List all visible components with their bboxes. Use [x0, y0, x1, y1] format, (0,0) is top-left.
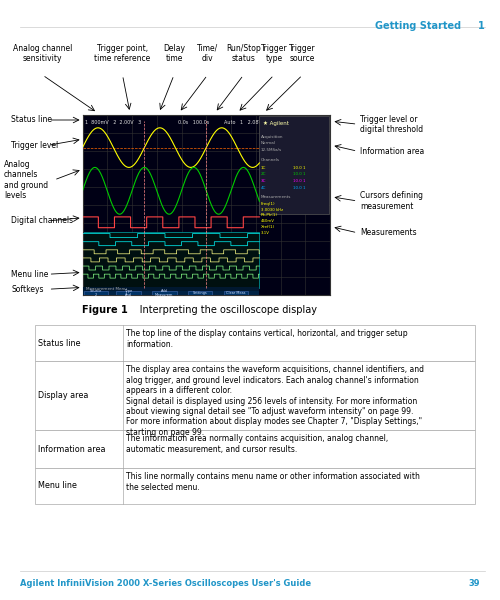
Text: Xref(1): Xref(1) — [260, 226, 275, 229]
Text: 1  800mV   2  2.00V   3: 1 800mV 2 2.00V 3 — [85, 120, 141, 125]
Text: Trigger level or
digital threshold: Trigger level or digital threshold — [360, 115, 423, 134]
Text: Channels: Channels — [260, 158, 280, 163]
Text: Type
And: Type And — [124, 289, 132, 297]
Text: Acquisition: Acquisition — [260, 135, 283, 139]
Text: 39: 39 — [468, 579, 480, 588]
Text: Digital channels: Digital channels — [11, 216, 73, 225]
Text: Interpreting the oscilloscope display: Interpreting the oscilloscope display — [124, 305, 317, 315]
Text: Trigger
type: Trigger type — [260, 44, 287, 63]
Text: Trigger
source: Trigger source — [289, 44, 316, 63]
Text: Clear Meas: Clear Meas — [226, 291, 246, 295]
Text: 3C: 3C — [260, 179, 266, 183]
Text: 3.1V: 3.1V — [260, 231, 270, 235]
Text: ★ Agilent: ★ Agilent — [263, 121, 289, 126]
Text: Auto   1   2.08V: Auto 1 2.08V — [224, 120, 262, 125]
Text: Delay
time: Delay time — [163, 44, 185, 63]
Text: Display area: Display area — [38, 391, 88, 400]
Bar — [152, 291, 176, 295]
Text: Menu line: Menu line — [11, 269, 49, 278]
Text: Run/Stop
status: Run/Stop status — [226, 44, 261, 63]
Text: Settings: Settings — [192, 291, 208, 295]
Text: Pk-Pk(1): Pk-Pk(1) — [260, 214, 278, 217]
Text: Analog
channels
and ground
levels: Analog channels and ground levels — [4, 160, 48, 200]
Text: 460mV: 460mV — [260, 220, 274, 223]
Text: Status line: Status line — [38, 338, 80, 347]
Text: 1C: 1C — [260, 166, 266, 170]
Text: Add
Measurem: Add Measurem — [155, 289, 174, 297]
Bar — [84, 291, 108, 295]
Text: 0.0s   100.0s: 0.0s 100.0s — [178, 120, 210, 125]
Text: Agilent InfiniiVision 2000 X-Series Oscilloscopes User's Guide: Agilent InfiniiVision 2000 X-Series Osci… — [20, 579, 311, 588]
Bar — [260, 116, 329, 214]
Text: Getting Started     1: Getting Started 1 — [375, 21, 485, 31]
Text: 12.5MSa/s: 12.5MSa/s — [260, 148, 282, 152]
Text: Measurement Menu: Measurement Menu — [86, 287, 127, 291]
Text: Cursors defining
measurement: Cursors defining measurement — [360, 191, 423, 211]
Text: Figure 1: Figure 1 — [82, 305, 128, 315]
Text: Measurements: Measurements — [360, 228, 416, 237]
Bar — [82, 287, 260, 290]
Bar — [35, 468, 475, 504]
Text: Normal: Normal — [260, 141, 276, 145]
Text: The display area contains the waveform acquisitions, channel identifiers, and
al: The display area contains the waveform a… — [126, 365, 424, 437]
Text: Time/
div: Time/ div — [197, 44, 218, 63]
Bar — [188, 291, 212, 295]
Bar — [35, 430, 475, 468]
Text: This line normally contains menu name or other information associated with
the s: This line normally contains menu name or… — [126, 472, 420, 491]
Text: 2C: 2C — [260, 172, 266, 176]
Text: The top line of the display contains vertical, horizontal, and trigger setup
inf: The top line of the display contains ver… — [126, 329, 408, 349]
Text: Status line: Status line — [11, 115, 52, 124]
Text: Trigger level: Trigger level — [11, 140, 58, 149]
Text: Information area: Information area — [360, 146, 424, 155]
Bar — [82, 290, 260, 295]
Text: Softkeys: Softkeys — [11, 284, 44, 293]
Text: 10.0 1: 10.0 1 — [293, 186, 306, 190]
Text: 10.0 1: 10.0 1 — [293, 166, 306, 170]
Text: Measurements: Measurements — [260, 196, 291, 199]
Bar — [224, 291, 248, 295]
Text: 4C: 4C — [260, 186, 266, 190]
Bar — [82, 232, 260, 288]
Text: Analog channel
sensitivity: Analog channel sensitivity — [13, 44, 72, 63]
Text: 3.0030 kHz: 3.0030 kHz — [260, 208, 283, 212]
Text: Trigger point,
time reference: Trigger point, time reference — [94, 44, 150, 63]
Text: Information area: Information area — [38, 445, 106, 454]
Bar — [35, 361, 475, 430]
Text: Freq(1): Freq(1) — [260, 202, 276, 206]
Text: 10.0 1: 10.0 1 — [293, 179, 306, 183]
Bar — [35, 325, 475, 361]
Text: 10.0 1: 10.0 1 — [293, 172, 306, 176]
Text: Source
2: Source 2 — [90, 289, 102, 297]
Text: The information area normally contains acquisition, analog channel,
automatic me: The information area normally contains a… — [126, 434, 389, 454]
Text: Menu line: Menu line — [38, 481, 77, 491]
Bar — [116, 291, 140, 295]
